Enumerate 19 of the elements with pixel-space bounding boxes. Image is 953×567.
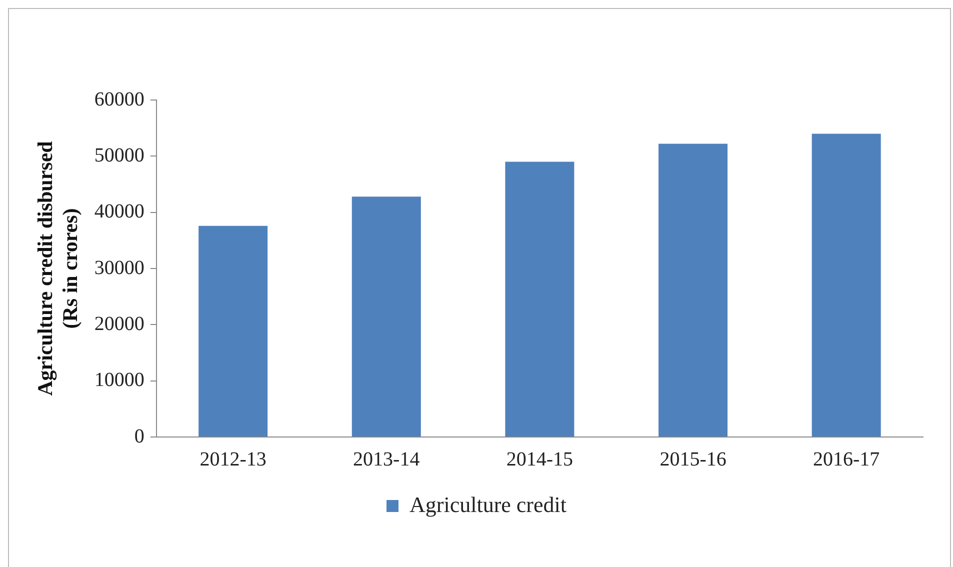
bar: [352, 196, 421, 436]
y-tick-label: 30000: [94, 256, 144, 279]
y-tick-label: 60000: [94, 88, 144, 110]
x-tick-label: 2013-14: [353, 448, 420, 470]
y-tick-label: 50000: [94, 144, 144, 166]
y-tick-label: 40000: [94, 200, 144, 223]
x-tick-label: 2016-17: [813, 448, 880, 470]
x-tick-label: 2012-13: [200, 448, 266, 470]
x-tick-label: 2014-15: [506, 448, 574, 470]
y-tick-label: 20000: [94, 312, 144, 335]
y-tick-label: 0: [134, 425, 144, 448]
bar: [198, 226, 268, 436]
x-tick-label: 2015-16: [660, 448, 726, 470]
y-tick-label: 10000: [94, 369, 144, 392]
legend-label: Agriculture credit: [410, 492, 567, 517]
bar: [658, 144, 728, 436]
bar: [505, 162, 574, 436]
y-axis-title: Agriculture credit disbursed (Rs in crores): [33, 140, 82, 396]
bar: [812, 134, 881, 436]
